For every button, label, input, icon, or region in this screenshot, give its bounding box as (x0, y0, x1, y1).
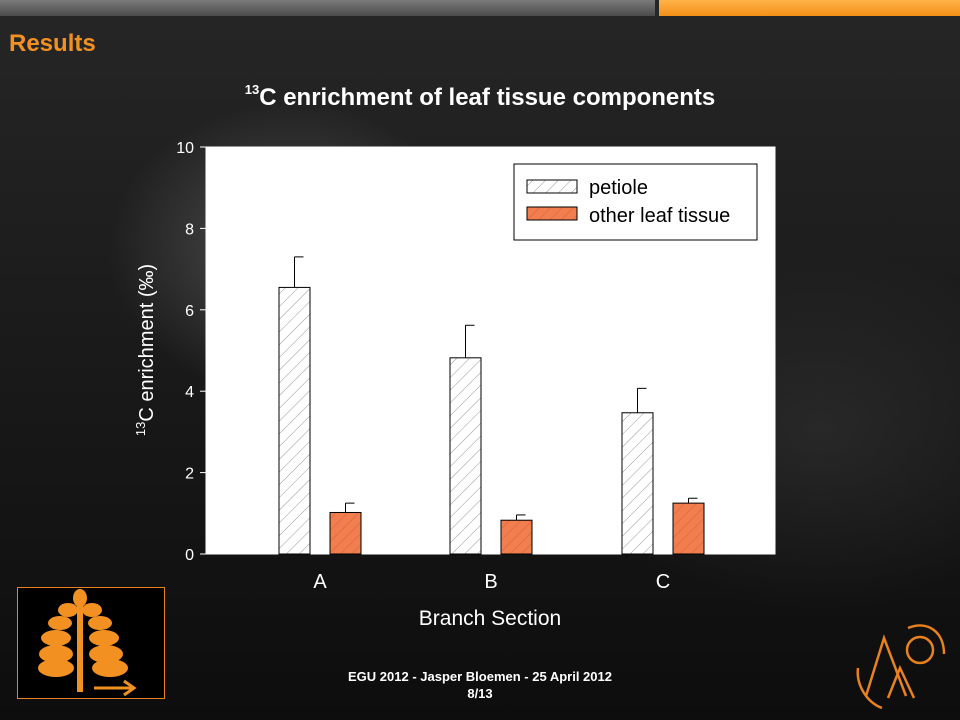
tree-logo (17, 587, 165, 699)
legend-label-petiole: petiole (589, 177, 648, 199)
legend-label-other: other leaf tissue (589, 205, 730, 227)
tree-diagram-icon (38, 589, 137, 697)
chart-title-text: C enrichment of leaf tissue components (259, 84, 716, 111)
top-bar-gray (0, 0, 655, 16)
legend-swatch-petiole (526, 179, 578, 194)
y-tick-label: 10 (176, 140, 194, 157)
slide-number: 8/13 (467, 686, 493, 701)
y-axis-label-superscript: 13 (133, 422, 148, 436)
bars (278, 286, 705, 555)
legend-swatch-other (526, 206, 578, 221)
x-axis-label: Branch Section (419, 607, 561, 630)
y-axis: 0 2 4 6 8 10 (176, 140, 206, 564)
x-tick-label-B: B (484, 571, 497, 593)
x-tick-label-A: A (313, 571, 327, 593)
bar-petiole-A (278, 286, 311, 555)
y-axis-label: 13C enrichment (‰) (133, 264, 158, 436)
footer: EGU 2012 - Jasper Bloemen - 25 April 201… (300, 668, 660, 702)
bar-other-leaf-tissue-A (329, 511, 362, 555)
x-tick-label-C: C (656, 571, 670, 593)
bar-petiole-B (449, 357, 482, 555)
y-tick-label: 6 (185, 303, 194, 320)
y-tick-label: 8 (185, 221, 194, 238)
error-bars (294, 256, 698, 521)
ghent-university-logo (856, 624, 946, 710)
bar-other-leaf-tissue-B (500, 519, 533, 555)
top-bar-orange (659, 0, 960, 16)
y-tick-label: 2 (185, 466, 194, 483)
legend-box (513, 163, 758, 241)
arrow-right-icon (94, 679, 137, 697)
legend: petiole other leaf tissue (513, 163, 758, 241)
bar-petiole-C (621, 412, 654, 555)
section-title: Results (9, 30, 96, 57)
chart-title-superscript: 13 (244, 82, 260, 97)
y-tick-label: 4 (185, 384, 194, 401)
bar-other-leaf-tissue-C (672, 502, 705, 555)
x-axis: A B C (313, 571, 670, 593)
y-axis-label-text: C enrichment (‰) (136, 264, 158, 422)
footer-line1: EGU 2012 - Jasper Bloemen - 25 April 201… (348, 669, 612, 684)
y-tick-label: 0 (185, 547, 194, 564)
chart-title: 13C enrichment of leaf tissue components (0, 82, 960, 112)
